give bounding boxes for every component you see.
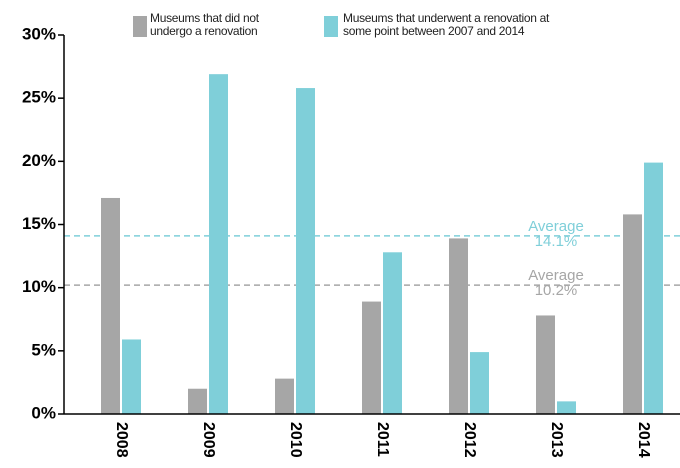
x-tick-label: 2010 — [287, 422, 304, 458]
y-tick-label: 25% — [22, 88, 56, 107]
legend-swatch — [324, 16, 338, 37]
bar — [188, 388, 207, 414]
y-tick-label: 5% — [31, 340, 56, 359]
y-tick-label: 15% — [22, 214, 56, 233]
bar — [122, 339, 141, 414]
bar — [536, 315, 555, 414]
bar — [296, 88, 315, 414]
x-tick-label: 2014 — [635, 422, 652, 458]
x-tick-label: 2011 — [374, 422, 391, 457]
y-tick-label: 30% — [22, 24, 56, 43]
bar — [470, 352, 489, 414]
bar — [557, 401, 576, 414]
bar — [623, 214, 642, 414]
bar — [383, 252, 402, 414]
bar — [209, 74, 228, 414]
x-tick-label: 2012 — [461, 422, 478, 458]
average-label: 10.2% — [535, 282, 578, 299]
y-tick-label: 20% — [22, 151, 56, 170]
x-tick-label: 2009 — [200, 422, 217, 458]
bar — [362, 301, 381, 414]
legend-label: Museums that underwent a renovation at s… — [343, 11, 550, 38]
average-text: Average — [528, 267, 584, 284]
bar — [101, 197, 120, 414]
bar — [644, 162, 663, 414]
y-tick-label: 10% — [22, 277, 56, 296]
bar — [275, 378, 294, 414]
legend-label: Museums that did not undergo a renovatio… — [150, 11, 259, 38]
y-tick-label: 0% — [31, 403, 56, 422]
average-text: Average — [528, 218, 584, 235]
x-tick-label: 2013 — [548, 422, 565, 458]
x-tick-label: 2008 — [113, 422, 130, 458]
legend-swatch — [133, 16, 147, 37]
average-label: 14.1% — [535, 233, 578, 250]
bar — [449, 238, 468, 414]
